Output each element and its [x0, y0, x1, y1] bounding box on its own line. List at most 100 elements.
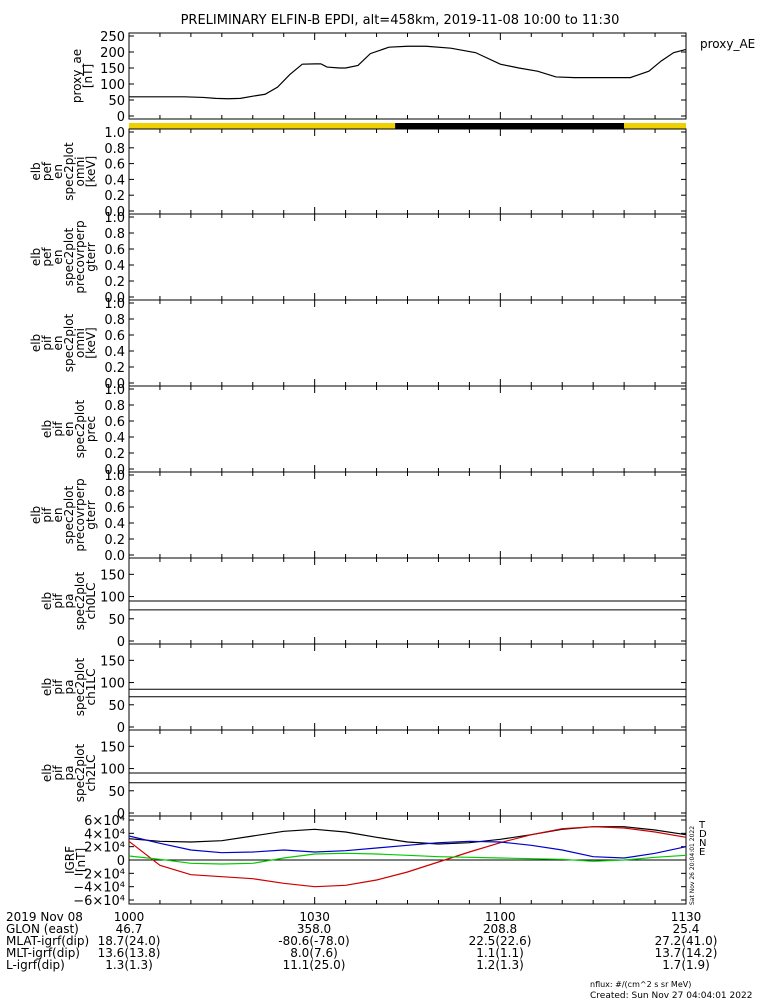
created-stamp: Created: Sun Nov 27 04:04:01 2022	[590, 991, 752, 1000]
panel-frame	[128, 299, 687, 387]
y-tick-label: 100	[100, 591, 125, 606]
time-tick-label: 1030	[299, 910, 330, 924]
side-stamp: Sat Nov 26 20:04:01 2022	[689, 826, 696, 905]
time-axis: 1000 1030 1100 1130	[114, 910, 702, 924]
y-tick-label: 1.0	[104, 211, 125, 226]
legend-N: N	[699, 838, 706, 849]
y-axis-label: [nT]	[74, 848, 88, 872]
ephem-row-label: 2019 Nov 08	[6, 910, 83, 924]
y-axis-label: pef	[40, 247, 54, 267]
ephem-value: 18.7(24.0)	[98, 934, 161, 948]
panel-elb_pef_en_spec2plot_omni: 0.00.20.40.60.81.0 elbpefenspec2plotomni[…	[29, 126, 687, 220]
y-tick-label: 0.8	[104, 227, 125, 242]
y-axis-label: prec	[84, 416, 98, 442]
y-tick-label: 150	[100, 654, 125, 669]
y-tick-label: 0.6	[104, 329, 125, 344]
y-axis-label: gterr	[84, 242, 98, 271]
y-axis-label: gterr	[84, 500, 98, 529]
ephem-value: -80.6(-78.0)	[278, 934, 349, 948]
nflux-units: nflux: #/(cm^2 s sr MeV)	[590, 980, 691, 989]
y-tick-label: 0.8	[104, 399, 125, 414]
y-axis-label: proxy_ae	[70, 49, 84, 103]
y-axis-label: pif	[51, 679, 65, 695]
y-tick-label: 1.0	[104, 383, 125, 398]
ephem-row-label: MLAT-igrf(dip)	[6, 934, 89, 948]
y-axis-label: pa	[62, 680, 76, 695]
y-axis-label: pif	[40, 507, 54, 523]
y-axis-label: elb	[40, 764, 54, 782]
y-axis-label: [keV]	[84, 156, 98, 187]
ephem-value: 46.7	[116, 922, 143, 936]
ephem-value: 13.7(14.2)	[655, 946, 718, 960]
y-axis-label: elb	[40, 678, 54, 696]
ephem-value: 1.7(1.9)	[662, 958, 710, 972]
y-tick-label: 0.0	[104, 205, 125, 220]
y-axis-label: pif	[51, 421, 65, 437]
y-axis-label: spec2plot	[73, 657, 87, 716]
y-axis-label: elb	[29, 334, 43, 352]
ephem-value: 1.3(1.3)	[105, 958, 153, 972]
time-tick-label: 1100	[485, 910, 516, 924]
panel-elb_pef_en_spec2plot_precovrperp_gterr: 0.00.20.40.60.81.0 elbpefenspec2plotpreco…	[29, 211, 687, 306]
y-tick-label: 250	[100, 30, 125, 45]
y-axis-label: precovrperp	[73, 478, 87, 551]
ephem-value: 25.4	[673, 922, 700, 936]
panel-elb_pif_en_spec2plot_precovrperp_gterr: 0.00.20.40.60.81.0 elbpifenspec2plotpreco…	[29, 469, 687, 564]
ephem-value: 11.1(25.0)	[283, 958, 346, 972]
legend-E: E	[699, 847, 705, 858]
y-tick-label: 1.0	[104, 126, 125, 141]
ephem-row-label: L-igrf(dip)	[6, 958, 65, 972]
y-axis-label: omni	[73, 157, 87, 187]
ephem-value: 8.0(7.6)	[290, 946, 338, 960]
y-tick-label: 200	[100, 46, 125, 61]
panel-status_bar	[129, 123, 686, 129]
y-axis-label: pef	[40, 161, 54, 181]
y-axis-label: en	[51, 508, 65, 523]
panel-elb_pif_en_spec2plot_omni: 0.00.20.40.60.81.0 elbpifenspec2plotomni[…	[29, 297, 687, 392]
ephem-value: 1.2(1.3)	[476, 958, 524, 972]
y-tick-label: 0	[117, 110, 125, 125]
y-tick-label: 0.0	[104, 291, 125, 306]
y-tick-label: 0.6	[104, 415, 125, 430]
status-segment	[624, 123, 686, 129]
series-line-T	[128, 826, 687, 845]
y-tick-label: 0.8	[104, 485, 125, 500]
ephem-value: 22.5(22.6)	[469, 934, 532, 948]
y-axis-label: precovrperp	[73, 220, 87, 293]
y-tick-label: 0.6	[104, 243, 125, 258]
y-tick-label: 0	[117, 807, 125, 822]
y-axis-label: ch2LC	[84, 755, 98, 792]
ephem-value: 208.8	[483, 922, 517, 936]
ephem-value: 358.0	[297, 922, 331, 936]
y-tick-label: 50	[108, 613, 125, 628]
series-line-E	[128, 852, 687, 865]
y-tick-label: 0.2	[104, 447, 125, 462]
y-tick-label: 2×10⁴	[84, 841, 125, 856]
time-tick-label: 1130	[671, 910, 702, 924]
y-axis-label: pa	[62, 766, 76, 781]
y-tick-label: 0.2	[104, 275, 125, 290]
y-tick-label: 150	[100, 568, 125, 583]
y-tick-label: 0.4	[104, 345, 125, 360]
y-tick-label: 150	[100, 740, 125, 755]
y-axis-label: elb	[29, 248, 43, 266]
y-tick-label: 0.2	[104, 361, 125, 376]
y-axis-label: elb	[40, 420, 54, 438]
panel-frame	[128, 385, 687, 473]
series-line-N	[128, 835, 687, 859]
y-tick-label: 0.8	[104, 313, 125, 328]
y-tick-label: 100	[100, 78, 125, 93]
y-axis-label: spec2plot	[62, 142, 76, 201]
ephem-value: 27.2(41.0)	[655, 934, 718, 948]
y-axis-label: spec2plot	[62, 485, 76, 544]
y-tick-label: 50	[108, 699, 125, 714]
y-tick-label: 100	[100, 763, 125, 778]
y-tick-label: −6×10⁴	[73, 894, 125, 909]
